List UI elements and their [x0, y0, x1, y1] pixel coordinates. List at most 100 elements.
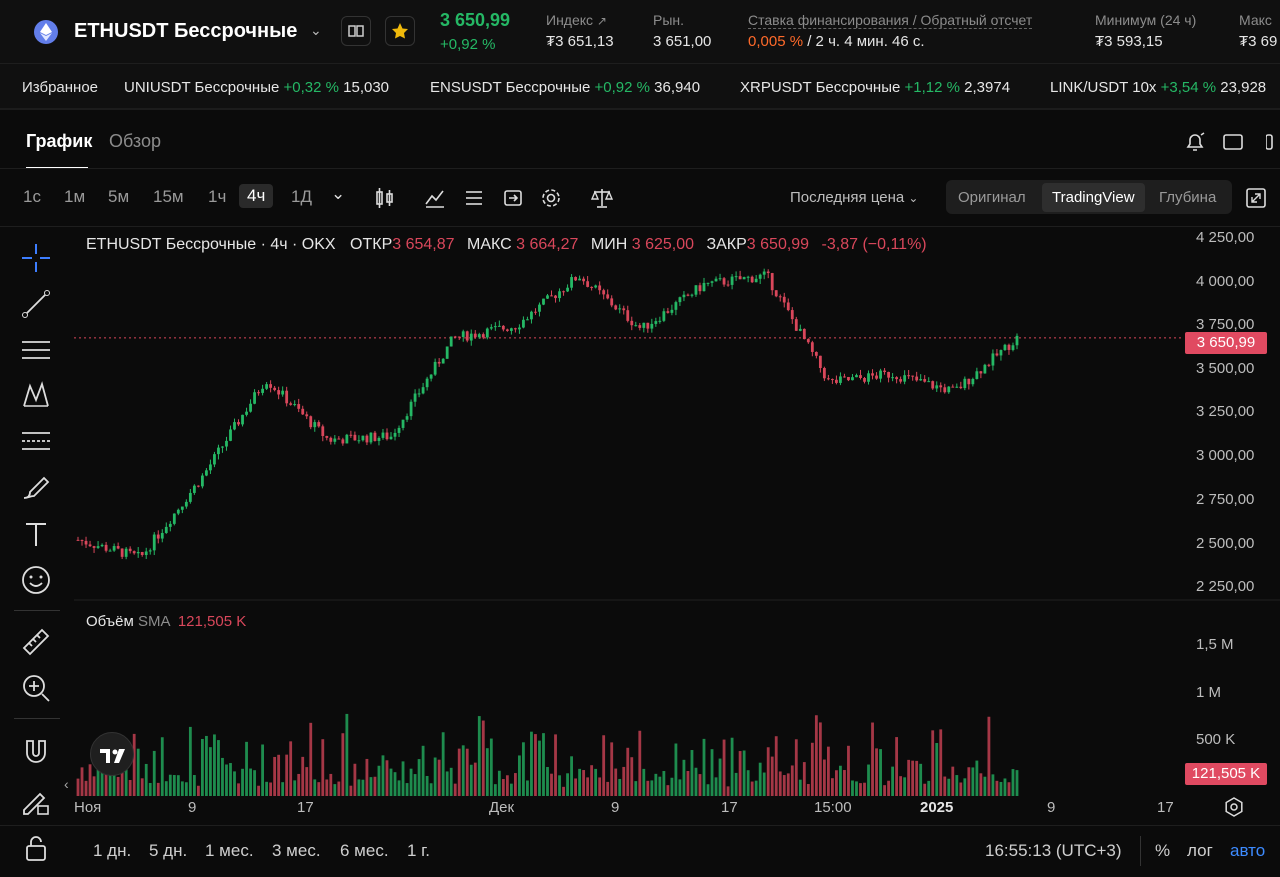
- scale-balance-icon[interactable]: [590, 186, 614, 215]
- chevron-down-icon[interactable]: ⌄: [310, 22, 322, 38]
- percent-toggle[interactable]: %: [1155, 841, 1171, 860]
- compare-icon[interactable]: [502, 186, 524, 215]
- templates-icon[interactable]: [463, 186, 485, 215]
- volume-bar: [369, 777, 373, 796]
- mark-value: 3 651,00: [653, 33, 712, 50]
- volume-bar: [213, 734, 216, 796]
- candle-body: [546, 295, 549, 299]
- magnet-icon[interactable]: [20, 736, 52, 768]
- range-5d[interactable]: 5 дн.: [149, 841, 188, 860]
- tf-4h[interactable]: 4ч: [239, 184, 274, 208]
- volume-bar: [136, 748, 140, 796]
- volume-bar: [790, 765, 794, 796]
- volume-bar: [205, 735, 208, 796]
- emoji-icon[interactable]: [20, 564, 52, 596]
- volume-bar: [281, 782, 285, 796]
- tf-1d[interactable]: 1Д: [291, 187, 312, 206]
- price-axis-label: 3 000,00: [1196, 447, 1255, 464]
- star-icon[interactable]: [385, 16, 415, 46]
- text-icon[interactable]: [20, 518, 52, 550]
- candle-body: [233, 422, 236, 430]
- range-1y[interactable]: 1 г.: [407, 841, 431, 860]
- candle-body: [522, 319, 525, 328]
- candle-body: [534, 311, 537, 313]
- tf-1m[interactable]: 1м: [64, 187, 86, 206]
- tf-5m[interactable]: 5м: [108, 187, 130, 206]
- volume-bar: [694, 767, 698, 796]
- range-3m[interactable]: 3 мес.: [272, 841, 321, 860]
- candle-body: [172, 513, 176, 524]
- fav-item-link[interactable]: LINK/USDT 10x +3,54 % 23,928: [1050, 79, 1267, 96]
- tf-15m[interactable]: 15м: [153, 187, 184, 206]
- ruler-icon[interactable]: [20, 626, 52, 658]
- price-type-select[interactable]: Последняя цена ⌄: [790, 189, 919, 206]
- candle-body: [971, 378, 975, 385]
- view-original[interactable]: Оригинал: [958, 189, 1026, 206]
- pattern-icon[interactable]: [20, 380, 52, 412]
- fav-item-uni[interactable]: UNIUSDT Бессрочные +0,32 % 15,030: [124, 79, 390, 96]
- zoom-in-icon[interactable]: [20, 672, 52, 704]
- candle-type-icon[interactable]: [374, 186, 396, 215]
- tf-1h[interactable]: 1ч: [208, 187, 227, 206]
- trendline-icon[interactable]: [20, 288, 52, 320]
- volume-bar: [385, 760, 389, 796]
- fullscreen-icon[interactable]: [1245, 187, 1267, 214]
- clock[interactable]: 16:55:13 (UTC+3): [985, 841, 1122, 860]
- settings-gear-icon[interactable]: [540, 186, 562, 215]
- tab-overview[interactable]: Обзор: [109, 131, 161, 151]
- range-6m[interactable]: 6 мес.: [340, 841, 389, 860]
- candle-body: [590, 286, 594, 288]
- brush-icon[interactable]: [20, 472, 52, 504]
- volume-bar: [814, 715, 818, 796]
- view-depth[interactable]: Глубина: [1159, 189, 1217, 206]
- draw-lock-icon[interactable]: [20, 786, 52, 818]
- layout-icon[interactable]: [1222, 131, 1244, 158]
- channel-icon[interactable]: [20, 334, 52, 366]
- volume-bar: [955, 775, 959, 796]
- tf-more-chevron-icon[interactable]: ⌄: [331, 184, 346, 203]
- volume-bar: [401, 761, 405, 796]
- range-1m[interactable]: 1 мес.: [205, 841, 254, 860]
- crosshair-icon[interactable]: [20, 242, 52, 274]
- legend-title: ETHUSDT Бессрочные · 4ч · OKX: [86, 236, 336, 253]
- range-1d[interactable]: 1 дн.: [93, 841, 132, 860]
- volume-bar: [289, 741, 293, 796]
- auto-toggle[interactable]: авто: [1230, 841, 1266, 860]
- candle-body: [116, 546, 120, 549]
- volume-bar: [867, 764, 870, 796]
- fib-icon[interactable]: [20, 426, 52, 458]
- candle-body: [959, 386, 963, 389]
- tf-1s[interactable]: 1с: [23, 187, 41, 206]
- indicators-icon[interactable]: [424, 186, 446, 215]
- symbol-title[interactable]: ETHUSDT Бессрочные: [74, 20, 298, 42]
- candle-body: [538, 304, 541, 312]
- volume-bar: [690, 750, 694, 796]
- volume-bar: [586, 777, 590, 796]
- volume-bar: [618, 778, 622, 796]
- volume-bar: [269, 782, 273, 796]
- volume-bar: [602, 735, 606, 796]
- volume-bar: [176, 775, 180, 796]
- candle-body: [301, 408, 305, 415]
- lock-icon[interactable]: [20, 832, 52, 864]
- candle-body: [160, 532, 164, 539]
- volume-bar: [943, 776, 947, 796]
- chevron-left-icon[interactable]: ‹: [64, 776, 69, 792]
- settings-gear-icon[interactable]: [1223, 796, 1245, 823]
- log-toggle[interactable]: лог: [1187, 841, 1213, 860]
- fav-item-xrp[interactable]: XRPUSDT Бессрочные +1,12 % 2,3974: [740, 79, 1011, 96]
- external-link-icon[interactable]: ↗: [596, 14, 607, 28]
- book-icon[interactable]: [341, 16, 371, 46]
- tradingview-logo-icon[interactable]: [90, 732, 134, 776]
- price-axis-label: 3 750,00: [1196, 316, 1255, 333]
- price-chart[interactable]: [74, 226, 1280, 826]
- volume-bar: [357, 779, 361, 796]
- fav-item-ens[interactable]: ENSUSDT Бессрочные +0,92 % 36,940: [430, 79, 701, 96]
- eth-logo-icon: [34, 20, 58, 44]
- index-label[interactable]: Индекс ↗: [546, 12, 607, 28]
- tab-chart[interactable]: График: [26, 131, 93, 151]
- alert-icon[interactable]: [1183, 130, 1207, 159]
- view-tradingview[interactable]: TradingView: [1042, 183, 1145, 212]
- more-icon[interactable]: [1265, 131, 1276, 158]
- funding-label[interactable]: Ставка финансирования / Обратный отсчет: [748, 12, 1033, 29]
